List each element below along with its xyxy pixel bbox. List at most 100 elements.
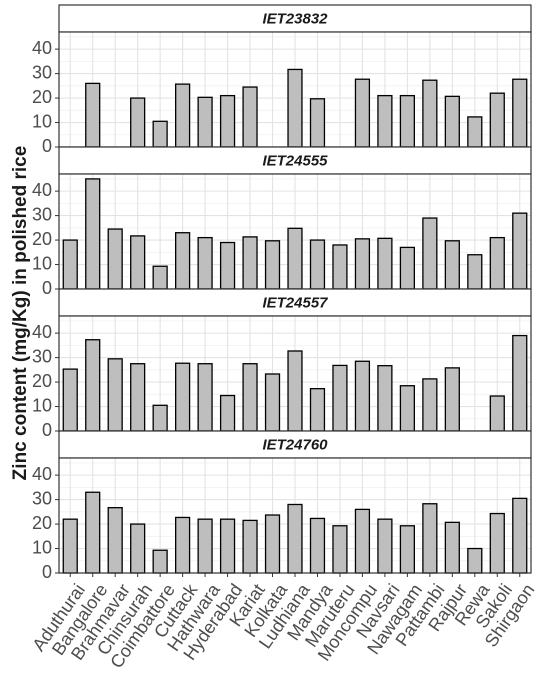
bar xyxy=(242,86,258,148)
bar xyxy=(354,78,371,148)
bar xyxy=(242,363,258,432)
y-tick-label: 10 xyxy=(32,395,52,415)
y-tick-label: 10 xyxy=(32,253,52,273)
bar xyxy=(130,363,146,432)
facet-title: IET24555 xyxy=(262,152,328,169)
bar xyxy=(377,365,393,432)
bar xyxy=(332,364,348,432)
bar xyxy=(399,246,415,290)
y-tick-label: 10 xyxy=(32,537,52,557)
y-tick-label: 40 xyxy=(32,38,52,58)
bar xyxy=(85,178,101,290)
bar xyxy=(62,239,78,290)
facet-strip xyxy=(58,146,532,175)
y-tick-label: 0 xyxy=(42,136,52,156)
bar xyxy=(175,516,191,574)
bar xyxy=(467,547,483,574)
bar xyxy=(399,385,415,432)
bar xyxy=(242,519,258,574)
y-tick-label: 0 xyxy=(42,420,52,440)
facet-panels: IET23832010203040IET24555010203040IET245… xyxy=(32,4,532,582)
bar xyxy=(309,388,326,432)
bar xyxy=(467,254,483,290)
bar xyxy=(332,244,348,290)
bar xyxy=(422,79,438,148)
facet-panel: IET24555 0 10 20 30 40 xyxy=(32,146,532,298)
bar xyxy=(444,521,460,574)
bar xyxy=(219,394,236,432)
bar xyxy=(444,95,460,148)
bar xyxy=(152,265,168,290)
bar xyxy=(264,373,281,432)
bar xyxy=(377,518,393,574)
y-tick-label: 20 xyxy=(32,87,52,107)
x-axis-tick-labels: AduthuraiBangaloreBrahmavarChinsurahCoim… xyxy=(28,573,536,672)
bar xyxy=(130,97,146,148)
bar xyxy=(354,508,371,574)
bar xyxy=(85,491,101,574)
bar xyxy=(152,404,168,432)
facet-title: IET24760 xyxy=(262,436,328,453)
bar xyxy=(175,232,191,290)
bar xyxy=(107,228,123,290)
bar xyxy=(377,94,393,148)
bar xyxy=(107,507,123,574)
bar xyxy=(309,98,326,148)
bar xyxy=(130,235,146,290)
bar xyxy=(309,517,326,574)
bar xyxy=(219,518,236,574)
bar xyxy=(309,239,326,290)
y-tick-label: 40 xyxy=(32,464,52,484)
bar xyxy=(489,512,505,574)
y-axis-label: Zinc content (mg/Kg) in polished rice xyxy=(10,146,31,481)
bar xyxy=(399,525,415,574)
facet-strip xyxy=(58,4,532,33)
bar xyxy=(287,503,303,574)
bar xyxy=(489,395,505,432)
bar xyxy=(152,549,168,574)
bar xyxy=(85,339,101,432)
bar xyxy=(219,241,236,290)
bar xyxy=(242,236,258,290)
bar xyxy=(62,368,78,432)
bar xyxy=(467,116,483,148)
bar xyxy=(332,525,348,574)
bar xyxy=(85,82,101,148)
y-tick-label: 30 xyxy=(32,488,52,508)
bar xyxy=(264,514,281,574)
bar xyxy=(489,236,505,290)
bar xyxy=(354,360,371,432)
bar xyxy=(512,78,528,148)
facet-title: IET24557 xyxy=(262,294,328,311)
facet-strip xyxy=(58,430,532,459)
bar xyxy=(175,83,191,148)
bar xyxy=(287,68,303,148)
bar xyxy=(399,94,415,148)
bar xyxy=(197,518,213,574)
bar xyxy=(489,92,505,148)
bar xyxy=(197,363,213,432)
bar xyxy=(512,497,528,574)
bar xyxy=(287,227,303,290)
y-tick-label: 20 xyxy=(32,513,52,533)
facet-panel: IET23832 0 10 20 30 40 xyxy=(32,4,532,156)
bar xyxy=(377,237,393,290)
y-tick-label: 0 xyxy=(42,278,52,298)
bar xyxy=(152,120,168,148)
bar xyxy=(422,378,438,432)
bar xyxy=(422,217,438,290)
bar xyxy=(444,240,460,290)
bar xyxy=(264,240,281,290)
y-tick-label: 20 xyxy=(32,371,52,391)
y-tick-label: 40 xyxy=(32,322,52,342)
bar xyxy=(354,238,371,290)
bar xyxy=(197,96,213,148)
bar xyxy=(512,334,528,432)
bar xyxy=(107,358,123,432)
bar xyxy=(287,350,303,432)
bar xyxy=(444,367,460,432)
bar xyxy=(130,523,146,574)
bar xyxy=(62,518,78,574)
facet-title: IET23832 xyxy=(262,10,328,27)
y-tick-label: 0 xyxy=(42,562,52,582)
